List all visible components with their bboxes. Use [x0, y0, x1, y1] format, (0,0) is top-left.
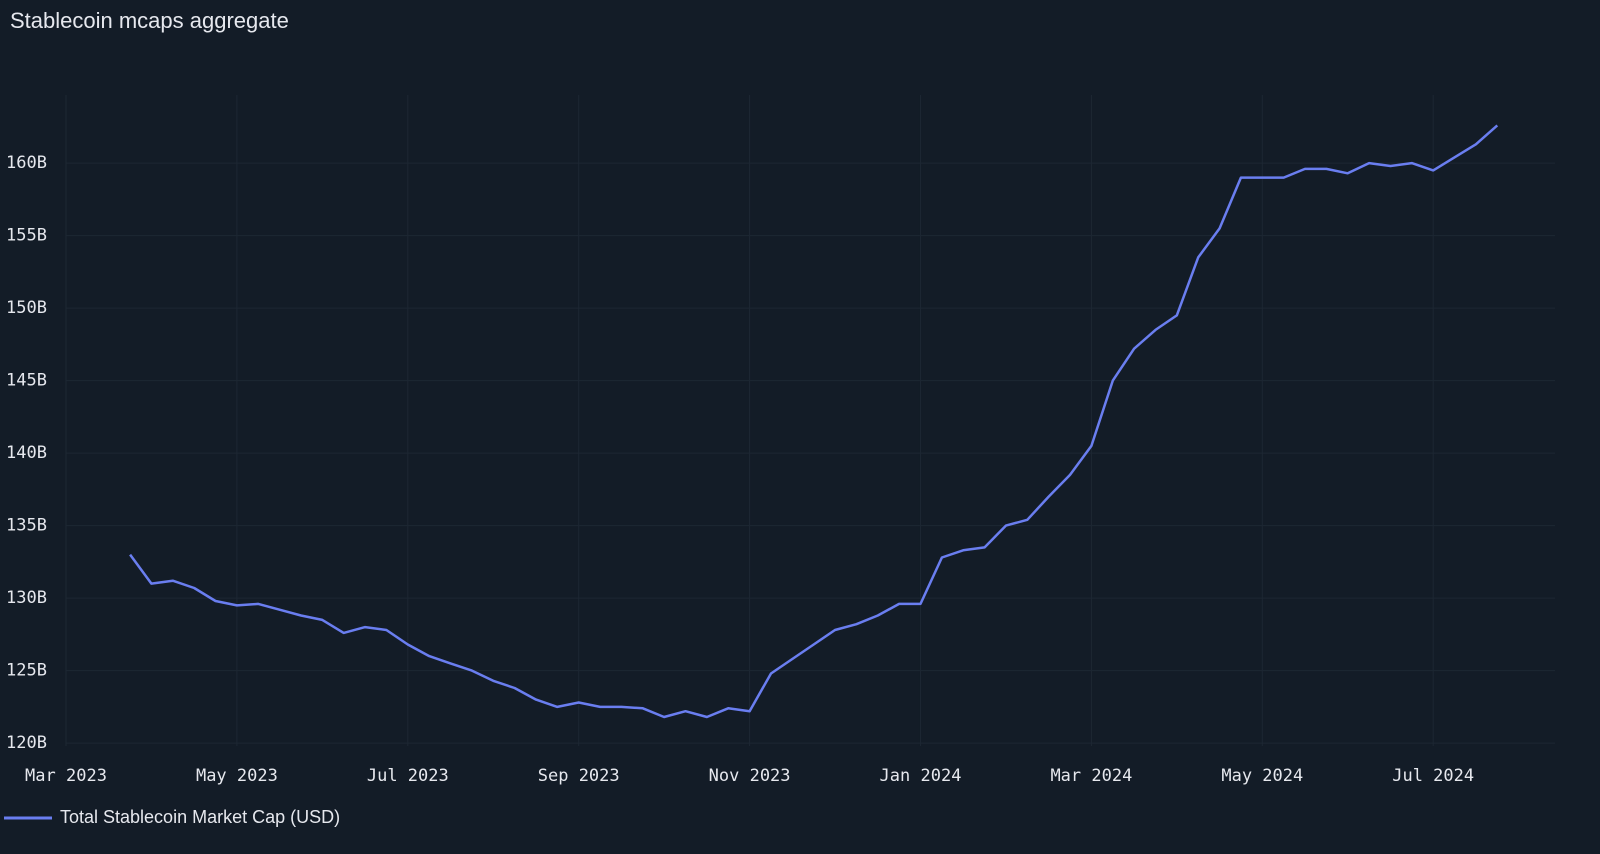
x-tick-label: Mar 2023 [25, 766, 107, 786]
x-tick-label: Nov 2023 [709, 766, 791, 786]
y-tick-label: 150B [6, 298, 47, 318]
x-tick-label: Jul 2023 [367, 766, 449, 786]
y-tick-label: 125B [6, 661, 47, 681]
y-tick-label: 155B [6, 226, 47, 246]
legend-label: Total Stablecoin Market Cap (USD) [60, 807, 340, 827]
x-tick-label: May 2024 [1221, 766, 1303, 786]
y-tick-label: 130B [6, 588, 47, 608]
y-tick-label: 140B [6, 443, 47, 463]
y-tick-label: 135B [6, 516, 47, 536]
y-tick-label: 120B [6, 733, 47, 753]
series-line [129, 124, 1499, 719]
x-tick-label: Sep 2023 [538, 766, 620, 786]
x-tick-label: Mar 2024 [1050, 766, 1132, 786]
chart-title: Stablecoin mcaps aggregate [10, 8, 289, 33]
y-tick-label: 145B [6, 371, 47, 391]
x-tick-label: Jan 2024 [880, 766, 962, 786]
x-tick-label: May 2023 [196, 766, 278, 786]
x-tick-label: Jul 2024 [1392, 766, 1474, 786]
y-tick-label: 160B [6, 153, 47, 173]
